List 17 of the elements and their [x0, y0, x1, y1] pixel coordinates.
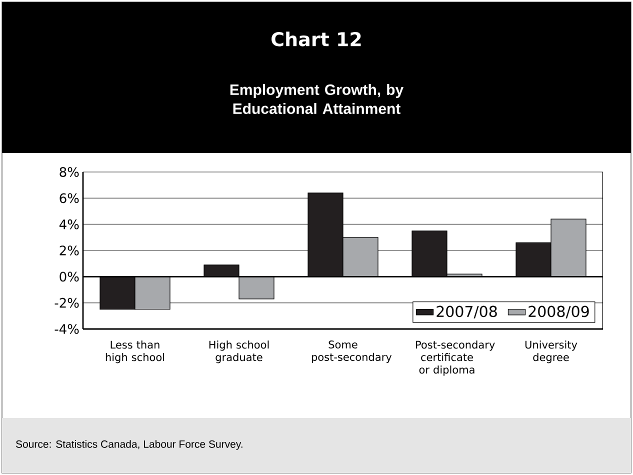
x-tick-label: Post-secondary certificate or diploma: [416, 340, 495, 376]
y-tick-label: -2%: [54, 298, 79, 308]
y-tick-label: 6%: [60, 193, 79, 204]
legend-label: 2008/09: [528, 306, 589, 318]
y-tick-label: 8%: [60, 167, 79, 177]
chart-title: Chart 12: [272, 32, 361, 46]
x-tick-label: Some post-secondary: [312, 340, 392, 364]
x-tick-label: High school graduate: [209, 340, 269, 364]
y-tick-label: 0%: [60, 272, 79, 282]
source-note: Source: Statistics Canada, Labour Force Survey.: [16, 440, 242, 450]
x-tick-label: University degree: [525, 340, 578, 364]
legend-label: 2007/08: [436, 306, 497, 318]
y-tick-label: 2%: [60, 246, 79, 256]
y-tick-label: -4%: [54, 324, 79, 334]
x-tick-label: Less than high school: [106, 340, 164, 364]
y-tick-label: 4%: [59, 219, 79, 230]
chart-subtitle: Employment Growth, by Educational Attainment: [230, 84, 404, 114]
